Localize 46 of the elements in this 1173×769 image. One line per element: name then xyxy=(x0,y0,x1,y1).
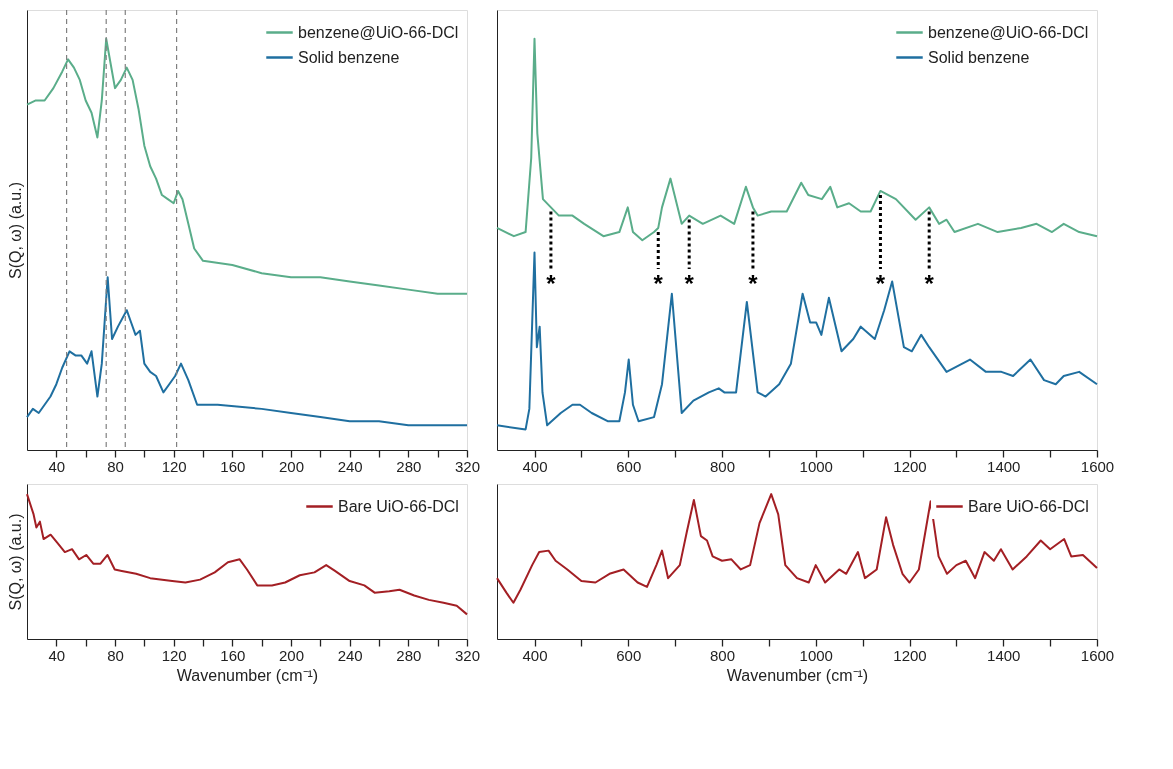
x-tick-label: 1400 xyxy=(987,457,1021,475)
x-tick-label: 1000 xyxy=(799,646,833,664)
x-tick-label: 120 xyxy=(161,457,187,475)
x-tick-label: 400 xyxy=(522,457,548,475)
annotation: * xyxy=(546,270,557,298)
annotation: * xyxy=(684,270,695,298)
x-tick-label: 160 xyxy=(220,646,246,664)
legend-label: benzene@UiO-66-DCl xyxy=(298,23,459,41)
x-tick-label: 800 xyxy=(709,646,736,664)
x-tick-label: 1000 xyxy=(799,457,833,475)
x-tick-label: 1600 xyxy=(1080,457,1115,475)
x-tick-label: 40 xyxy=(48,646,66,664)
x-tick-label: 160 xyxy=(220,457,246,475)
x-tick-label: 1600 xyxy=(1080,646,1115,664)
y-axis-title: S(Q, ω) (a.u.) xyxy=(6,182,24,279)
y-axis-title: S(Q, ω) (a.u.) xyxy=(6,513,24,611)
x-tick-label: 80 xyxy=(107,646,124,664)
x-tick-label: 80 xyxy=(107,457,124,475)
x-tick-label: 400 xyxy=(522,646,548,664)
x-tick-label: 280 xyxy=(396,457,422,475)
x-axis-title: Wavenumber (cm⁻¹) xyxy=(176,666,319,684)
x-tick-label: 800 xyxy=(709,457,736,475)
x-tick-label: 1400 xyxy=(987,646,1021,664)
x-tick-label: 600 xyxy=(616,457,642,475)
legend-label: Bare UiO-66-DCl xyxy=(338,497,459,515)
annotation: * xyxy=(653,270,664,298)
x-tick-label: 240 xyxy=(337,457,363,475)
annotation: * xyxy=(924,270,935,298)
legend-label: Solid benzene xyxy=(298,48,400,66)
x-tick-label: 40 xyxy=(48,457,66,475)
x-tick-label: 320 xyxy=(454,646,481,664)
annotation: * xyxy=(875,270,886,298)
x-tick-label: 240 xyxy=(337,646,363,664)
x-axis-title: Wavenumber (cm⁻¹) xyxy=(726,666,869,684)
x-tick-label: 120 xyxy=(161,646,187,664)
x-tick-label: 1200 xyxy=(893,646,927,664)
legend-label: Bare UiO-66-DCl xyxy=(968,497,1089,515)
x-tick-label: 200 xyxy=(278,646,305,664)
legend-label: Solid benzene xyxy=(928,48,1030,66)
x-tick-label: 600 xyxy=(616,646,642,664)
annotation: * xyxy=(748,270,759,298)
x-tick-label: 280 xyxy=(396,646,422,664)
x-tick-label: 1200 xyxy=(893,457,927,475)
legend-label: benzene@UiO-66-DCl xyxy=(928,23,1089,41)
x-tick-label: 320 xyxy=(454,457,481,475)
x-tick-label: 200 xyxy=(278,457,305,475)
